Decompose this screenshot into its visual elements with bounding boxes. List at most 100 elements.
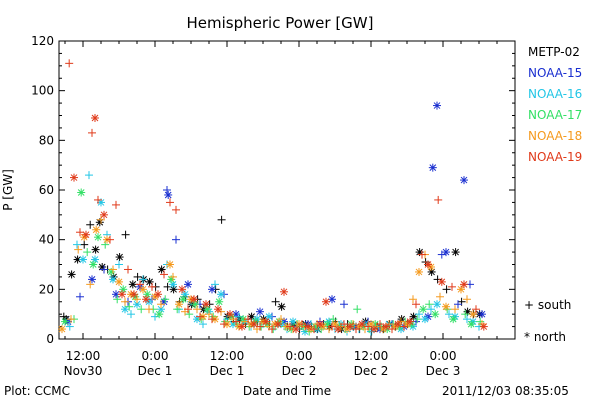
south-point — [328, 322, 336, 331]
north-point — [217, 290, 225, 299]
north-point — [175, 300, 183, 309]
north-point — [79, 255, 87, 264]
x-tick-label: Dec 3 — [426, 364, 461, 378]
legend-north-symbol: * north — [524, 330, 566, 344]
north-point — [77, 188, 86, 197]
x-tick-label: 0:00 — [430, 349, 457, 363]
south-point — [413, 315, 422, 324]
south-point — [193, 305, 201, 314]
north-point — [133, 300, 141, 309]
satellite-legend: METP-02 NOAA-15 NOAA-16 NOAA-17 NOAA-18 NOAA-… — [528, 42, 582, 168]
north-point — [214, 305, 222, 314]
legend-item-noaa-18: NOAA-18 — [528, 129, 583, 143]
y-tick-label: 40 — [39, 233, 54, 247]
north-point — [155, 310, 164, 319]
north-point — [277, 302, 286, 311]
north-point — [280, 287, 288, 296]
south-point — [160, 270, 168, 279]
north-point — [143, 290, 152, 299]
south-point — [412, 300, 420, 309]
south-point — [256, 322, 264, 331]
north-point — [449, 315, 458, 324]
north-point — [442, 248, 450, 257]
north-point — [460, 176, 468, 185]
y-tick-label: 120 — [31, 34, 54, 48]
north-point — [58, 325, 66, 334]
y-axis: 0 20 40 60 80 100 120 — [31, 34, 515, 346]
north-point — [424, 260, 432, 269]
north-point — [128, 280, 137, 289]
x-tick-label: 0:00 — [142, 349, 169, 363]
legend-item-noaa-17: NOAA-17 — [528, 108, 583, 122]
series-noaa-19 — [65, 59, 488, 334]
south-point — [109, 265, 117, 274]
north-point — [334, 325, 342, 334]
south-point — [235, 312, 243, 321]
north-point — [451, 248, 460, 257]
south-point — [454, 300, 462, 309]
south-point — [310, 325, 318, 334]
south-point — [400, 322, 408, 331]
north-point — [431, 310, 440, 319]
south-point — [148, 282, 156, 291]
south-point — [376, 320, 384, 329]
south-point — [409, 295, 417, 304]
south-point — [133, 272, 142, 281]
south-point — [67, 315, 75, 324]
north-point — [100, 210, 108, 219]
y-tick-label: 20 — [39, 282, 54, 296]
south-point — [286, 322, 294, 331]
x-tick-label: 0:00 — [286, 349, 313, 363]
south-point — [418, 250, 426, 259]
north-point — [226, 310, 234, 319]
south-point — [415, 310, 423, 319]
north-point — [82, 230, 90, 239]
north-point — [142, 295, 150, 304]
y-tick-label: 60 — [39, 183, 54, 197]
north-point — [166, 260, 174, 269]
x-tick-label: 12:00 — [210, 349, 245, 363]
north-point — [437, 277, 446, 286]
y-tick-label: 80 — [39, 133, 54, 147]
series-noaa-15 — [64, 101, 486, 334]
y-tick-label: 100 — [31, 84, 54, 98]
north-point — [184, 280, 192, 289]
south-point — [166, 198, 174, 207]
north-point — [382, 322, 390, 331]
south-point — [100, 265, 108, 274]
south-point — [434, 195, 443, 204]
south-point — [83, 248, 92, 257]
north-point — [164, 190, 173, 199]
south-point — [94, 195, 102, 204]
north-point — [190, 295, 198, 304]
legend-north-label: north — [533, 330, 567, 344]
south-point — [86, 280, 95, 289]
south-point — [340, 300, 348, 309]
asterisk-icon: * — [524, 330, 530, 344]
south-point — [157, 300, 165, 309]
north-point — [478, 310, 486, 319]
north-point — [91, 113, 99, 122]
north-point — [406, 317, 414, 326]
south-point — [151, 312, 159, 321]
south-point — [76, 292, 84, 301]
north-point — [274, 320, 282, 329]
south-point — [461, 310, 470, 319]
south-point — [169, 272, 177, 281]
south-point — [127, 310, 135, 319]
north-point — [191, 300, 200, 309]
south-point — [172, 235, 180, 244]
south-point — [86, 220, 95, 229]
x-tick-label: 12:00 — [66, 349, 101, 363]
north-point — [179, 295, 188, 304]
south-point — [88, 128, 96, 137]
north-point — [208, 285, 216, 294]
south-point — [208, 315, 216, 324]
south-point — [76, 228, 84, 237]
south-point — [65, 59, 74, 68]
south-point — [268, 325, 276, 334]
south-point — [352, 325, 360, 334]
south-point — [184, 305, 192, 314]
south-point — [340, 320, 348, 329]
